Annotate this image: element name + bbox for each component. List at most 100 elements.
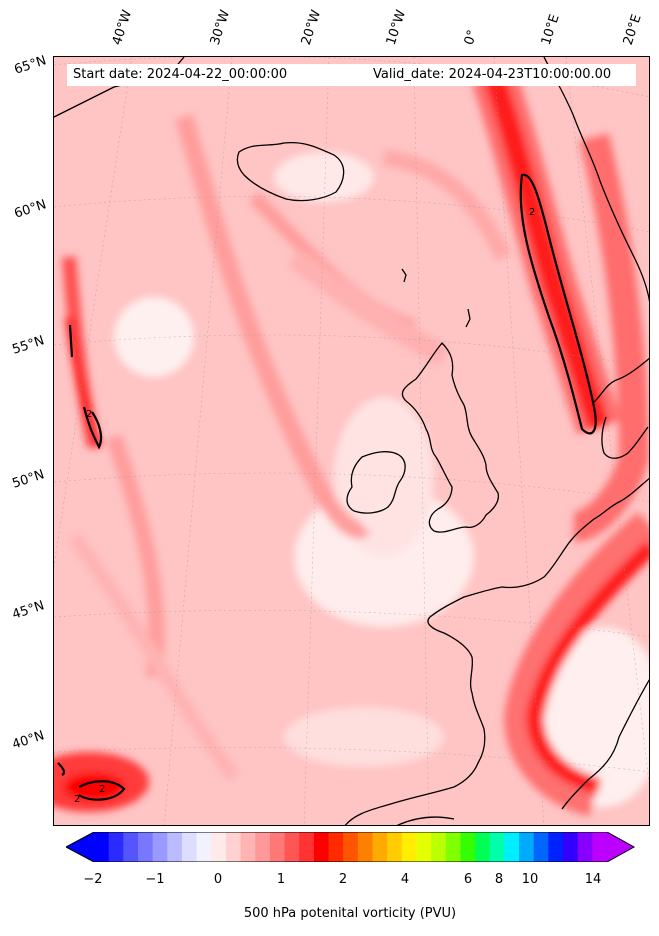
colorbar-segment	[548, 832, 564, 862]
colorbar-segment	[94, 832, 110, 862]
colorbar-segment	[343, 832, 359, 862]
lat-label-65n: 65°N	[12, 53, 49, 78]
colorbar-segment	[299, 832, 315, 862]
lat-label-40n: 40°N	[10, 728, 47, 753]
pv-2-contour-jet	[519, 173, 597, 435]
lon-label-30w: 30°W	[207, 8, 234, 47]
pv-trough-band	[503, 511, 649, 817]
colorbar-segment	[255, 832, 271, 862]
ireland-coast	[346, 451, 406, 514]
colorbar-segment	[519, 832, 535, 862]
pv-field-map: 2 2 2 2	[54, 57, 649, 825]
colorbar-segment	[387, 832, 403, 862]
colorbar-segment	[504, 832, 520, 862]
contour-value-label: 2	[86, 409, 92, 420]
lon-label-10w: 10°W	[383, 8, 410, 47]
cbar-tick: 14	[584, 872, 602, 887]
lon-label-40w: 40°W	[109, 8, 136, 47]
pv-2-contour-sw	[78, 780, 126, 801]
colorbar-segment	[123, 832, 139, 862]
colorbar-segment	[211, 832, 227, 862]
colorbar-segment	[416, 832, 432, 862]
graticule-line	[493, 57, 545, 825]
cbar-tick: −1	[145, 872, 165, 887]
pv-corner-core	[64, 773, 124, 801]
colorbar-segment	[460, 832, 476, 862]
cbar-tick: 1	[276, 872, 286, 887]
colorbar-extend-min	[66, 832, 94, 862]
graticule-line	[303, 57, 330, 825]
pv-streamer	[382, 149, 512, 261]
italy-coast	[561, 679, 649, 810]
colorbar-segment	[225, 832, 242, 862]
colorbar-segment	[475, 832, 491, 862]
cbar-tick: 0	[213, 872, 223, 887]
colorbar-segments	[66, 832, 636, 862]
faroe-coast	[401, 268, 407, 283]
pv-filled-contours	[54, 69, 649, 817]
lon-label-20w: 20°W	[298, 8, 325, 47]
cbar-tick: 2	[338, 872, 348, 887]
colorbar-segment	[284, 832, 300, 862]
iberia-coast	[344, 786, 455, 825]
contour-value-label: 2	[529, 207, 535, 218]
colorbar-segment	[563, 832, 579, 862]
pv-low-patch	[544, 627, 649, 807]
coastlines	[54, 57, 649, 825]
colorbar-segment	[240, 832, 256, 862]
africa-coast	[396, 816, 455, 825]
pv-low-patch	[284, 707, 444, 767]
iceland-coast	[236, 141, 345, 202]
colorbar-segment	[401, 832, 417, 862]
cbar-tick: 8	[494, 872, 504, 887]
colorbar-segment	[313, 832, 330, 862]
europe-coast	[427, 477, 649, 788]
colorbar-segment	[431, 832, 447, 862]
pv-2-contour-west	[82, 406, 103, 450]
lat-label-45n: 45°N	[10, 598, 47, 623]
sweden-coast	[593, 357, 649, 403]
pv-2-contour-west	[68, 324, 74, 358]
colorbar-segment	[167, 832, 183, 862]
colorbar-segment	[372, 832, 388, 862]
lon-label-20e: 20°E	[620, 12, 645, 48]
cbar-tick: −2	[83, 872, 103, 887]
contour-value-label: 2	[74, 794, 80, 805]
pv-streamer	[175, 114, 371, 539]
colorbar-segment	[181, 832, 198, 862]
pv-trough-core	[525, 541, 649, 795]
colorbar-segment	[108, 832, 124, 862]
map-panel: 2 2 2 2	[53, 56, 650, 826]
colorbar-segment	[152, 832, 168, 862]
great-britain-coast	[401, 342, 500, 533]
colorbar-segment	[196, 832, 212, 862]
colorbar-extend-max	[607, 832, 634, 862]
graticule-line	[413, 57, 430, 825]
pv-jet-core	[483, 73, 610, 431]
start-date-label: Start date: 2024-04-22_00:00:00	[67, 64, 363, 86]
cbar-tick: 6	[463, 872, 473, 887]
colorbar-segment	[328, 832, 344, 862]
colorbar-segment	[577, 832, 593, 862]
valid-date-label: Valid_date: 2024-04-23T10:00:00.00	[363, 64, 636, 86]
pv-low-patch	[274, 152, 374, 202]
pv-streamer	[106, 434, 165, 678]
graticule-line	[163, 57, 233, 825]
lat-label-60n: 60°N	[12, 197, 49, 222]
pv-low-patch	[114, 297, 194, 377]
graticule-line	[54, 196, 649, 232]
shetland-coast	[465, 308, 471, 328]
denmark-coast	[601, 416, 649, 459]
colorbar-segment	[533, 832, 549, 862]
lon-label-0: 0°	[461, 28, 481, 47]
colorbar-segment	[137, 832, 154, 862]
cbar-tick: 10	[521, 872, 539, 887]
colorbar-outline	[66, 832, 636, 862]
colorbar-label: 500 hPa potenital vorticity (PVU)	[243, 906, 457, 921]
colorbar	[66, 832, 636, 862]
pv-streamer	[287, 248, 450, 367]
colorbar-segment	[269, 832, 286, 862]
norway-coast	[543, 57, 649, 302]
pv-2-contours	[57, 173, 597, 801]
colorbar-segment	[489, 832, 505, 862]
